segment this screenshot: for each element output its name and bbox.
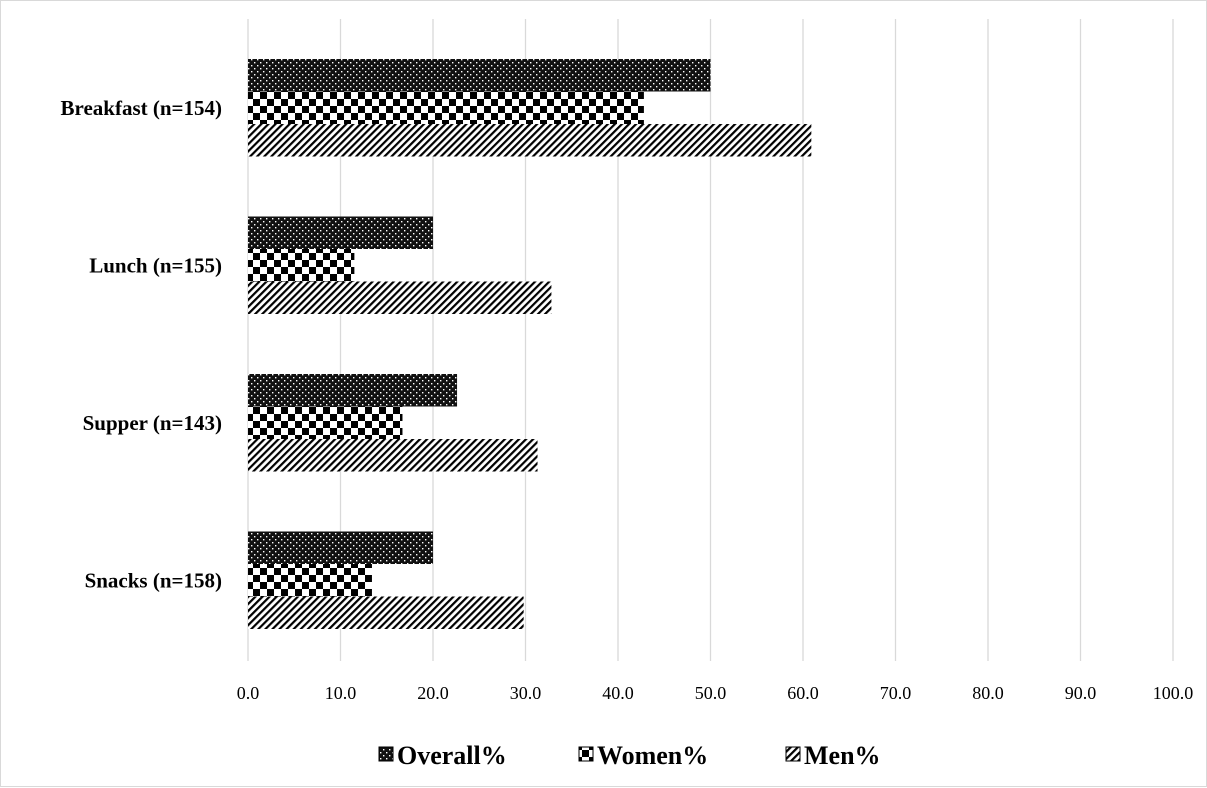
- x-tick-labels: 0.0 10.0 20.0 30.0 40.0 50.0 60.0 70.0 80.0 90.0 1…: [237, 683, 1194, 703]
- x-tick-label: 0.0: [237, 683, 260, 703]
- bar-checker: [248, 406, 403, 439]
- category-label: Lunch (n=155): [89, 253, 222, 277]
- x-tick-label: 70.0: [880, 683, 912, 703]
- bars: [248, 59, 812, 629]
- bar-diagonal: [248, 439, 538, 472]
- bar-dots: [248, 531, 433, 564]
- bar-diagonal: [248, 124, 812, 157]
- bar-checker: [248, 564, 372, 597]
- bar-checker: [248, 249, 355, 282]
- bar-checker: [248, 91, 644, 124]
- category-label: Supper (n=143): [83, 411, 222, 435]
- x-tick-label: 60.0: [787, 683, 819, 703]
- legend-label: Women%: [597, 741, 708, 770]
- bar-dots: [248, 216, 433, 249]
- legend-swatch-dots: [378, 746, 394, 762]
- legend-swatch-diagonal: [785, 746, 801, 762]
- x-tick-label: 90.0: [1065, 683, 1097, 703]
- legend-swatch-checker: [578, 746, 594, 762]
- x-tick-label: 80.0: [972, 683, 1004, 703]
- legend-label: Overall%: [397, 741, 507, 770]
- bar-diagonal: [248, 281, 552, 314]
- x-tick-label: 10.0: [325, 683, 357, 703]
- legend: Overall% Women% Men%: [378, 741, 881, 770]
- x-tick-label: 50.0: [695, 683, 727, 703]
- bar-dots: [248, 59, 711, 92]
- legend-label: Men%: [804, 741, 881, 770]
- category-label: Breakfast (n=154): [61, 96, 223, 120]
- bar-diagonal: [248, 596, 524, 629]
- category-label: Snacks (n=158): [85, 568, 222, 592]
- category-labels: Breakfast (n=154) Lunch (n=155) Supper (n=…: [61, 96, 223, 593]
- x-tick-label: 100.0: [1153, 683, 1194, 703]
- bar-dots: [248, 374, 458, 407]
- x-tick-label: 20.0: [417, 683, 449, 703]
- x-tick-label: 40.0: [602, 683, 634, 703]
- x-tick-label: 30.0: [510, 683, 542, 703]
